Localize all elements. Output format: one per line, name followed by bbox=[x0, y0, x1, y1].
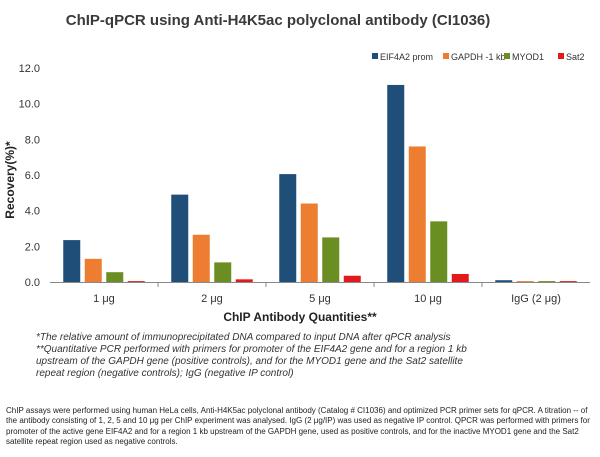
bar bbox=[343, 275, 361, 282]
y-axis-ticks: 0.0 2.0 4.0 6.0 8.0 10.0 12.0 bbox=[19, 63, 40, 289]
y-tick-label: 2.0 bbox=[25, 241, 40, 253]
x-tick-label: 5 μg bbox=[309, 293, 331, 305]
y-tick-label: 4.0 bbox=[25, 206, 40, 218]
chart: ChIP-qPCR using Anti-H4K5ac polyclonal a… bbox=[3, 12, 590, 324]
bar bbox=[214, 262, 232, 282]
bar bbox=[451, 273, 469, 282]
legend-label: EIF4A2 prom bbox=[380, 52, 433, 62]
bar bbox=[300, 203, 318, 282]
legend-label: Sat2 bbox=[566, 52, 585, 62]
x-tick-label: 1 μg bbox=[93, 293, 115, 305]
legend-label: MYOD1 bbox=[512, 52, 544, 62]
y-tick-label: 6.0 bbox=[25, 170, 40, 182]
legend-swatch bbox=[504, 53, 510, 59]
x-axis-ticks: 1 μg 2 μg 5 μg 10 μg IgG (2 μg) bbox=[93, 282, 561, 305]
x-tick-label: 10 μg bbox=[414, 293, 442, 305]
bar bbox=[538, 281, 556, 282]
legend-swatch bbox=[443, 53, 449, 59]
footnote-line: upstream of the GAPDH gene (positive con… bbox=[36, 356, 463, 367]
bar bbox=[63, 240, 81, 282]
bar bbox=[495, 280, 513, 282]
y-axis-label: Recovery(%)* bbox=[3, 141, 17, 219]
bar bbox=[235, 279, 253, 282]
footnote-line: *The relative amount of immunoprecipitat… bbox=[36, 332, 451, 343]
bar bbox=[127, 281, 145, 282]
y-tick-label: 0.0 bbox=[25, 277, 40, 289]
bar bbox=[516, 281, 534, 282]
x-tick-label: IgG (2 μg) bbox=[511, 293, 561, 305]
legend-label: GAPDH -1 kb bbox=[451, 52, 506, 62]
bar bbox=[387, 84, 405, 282]
legend-swatch bbox=[372, 53, 378, 59]
x-axis-label: ChIP Antibody Quantities** bbox=[223, 310, 377, 324]
bar bbox=[84, 258, 102, 282]
bar bbox=[279, 174, 297, 282]
bar bbox=[192, 234, 210, 282]
bar bbox=[408, 146, 426, 282]
bars bbox=[63, 84, 577, 282]
bar bbox=[430, 221, 448, 282]
figure-caption: ChIP assays were performed using human H… bbox=[6, 406, 590, 447]
footnote-line: **Quantitative PCR performed with primer… bbox=[36, 344, 467, 355]
legend-swatch bbox=[558, 53, 564, 59]
footnotes: *The relative amount of immunoprecipitat… bbox=[36, 332, 576, 380]
y-tick-label: 8.0 bbox=[25, 134, 40, 146]
x-tick-label: 2 μg bbox=[201, 293, 223, 305]
y-tick-label: 10.0 bbox=[19, 99, 40, 111]
bar bbox=[322, 237, 340, 282]
chart-title: ChIP-qPCR using Anti-H4K5ac polyclonal a… bbox=[66, 12, 491, 29]
legend: EIF4A2 prom GAPDH -1 kb MYOD1 Sat2 bbox=[372, 52, 585, 62]
bar bbox=[559, 281, 577, 282]
bar bbox=[106, 272, 124, 282]
footnote-line: repeat region (negative controls); IgG (… bbox=[36, 368, 294, 379]
bar bbox=[171, 194, 189, 282]
y-tick-label: 12.0 bbox=[19, 63, 40, 75]
